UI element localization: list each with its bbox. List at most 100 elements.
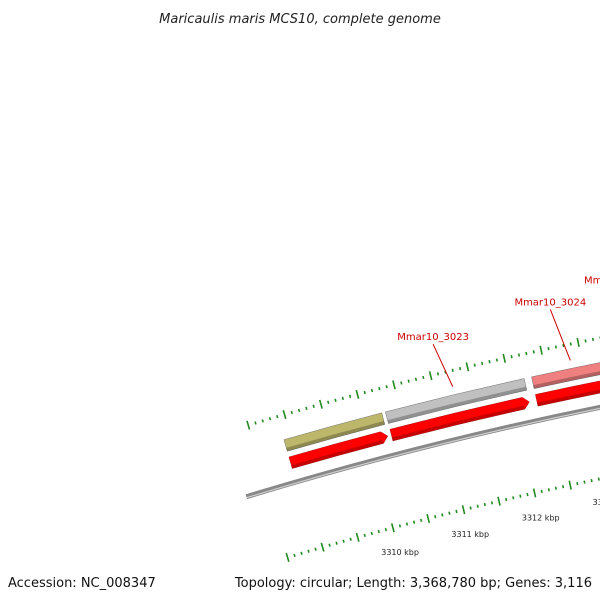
map-title: Maricaulis maris MCS10, complete genome (159, 12, 441, 27)
tick-inner (385, 385, 388, 389)
tick-outer (455, 509, 458, 514)
tick-inner (400, 381, 403, 385)
tick-inner (276, 414, 279, 419)
tick-outer (469, 506, 472, 510)
gene-arrow-forward (288, 431, 389, 469)
tick-outer (419, 518, 423, 523)
tick-label-3310: 3310 kbp (381, 548, 419, 557)
tick-outer (597, 477, 600, 481)
tick-inner (465, 362, 470, 372)
tick-outer (434, 515, 437, 519)
tick-inner (554, 345, 558, 349)
accession-text: Accession: NC_008347 (8, 576, 156, 591)
tick-outer (377, 529, 380, 534)
tick-outer (390, 523, 395, 533)
tick-inner (436, 372, 440, 376)
genome-summary-text: Topology: circular; Length: 3,368,780 bp… (234, 576, 592, 591)
tick-outer (307, 549, 310, 553)
tick-inner (451, 368, 454, 372)
gene-class-shade (533, 371, 600, 389)
tick-inner (268, 417, 272, 421)
tick-outer (512, 496, 515, 500)
tick-inner (363, 390, 366, 395)
tick-outer (384, 527, 388, 532)
tick-outer (300, 551, 303, 555)
tick-inner (539, 345, 543, 355)
gene-class-block (283, 412, 386, 452)
tick-outer (583, 480, 586, 484)
tick-outer (285, 552, 290, 562)
tick-inner (458, 366, 462, 371)
gene-class-block (531, 362, 600, 389)
gene-class-block (385, 378, 528, 424)
tick-inner (547, 346, 550, 351)
tick-outer (561, 485, 565, 489)
tick-outer (554, 486, 558, 490)
tick-inner (584, 339, 587, 343)
tick-outer (490, 501, 494, 505)
tick-outer (370, 531, 373, 536)
tick-outer (441, 513, 444, 517)
tick-outer (412, 520, 416, 524)
tick-outer (519, 494, 522, 498)
tick-outer (349, 537, 352, 541)
tick-inner (569, 342, 572, 346)
gene-label-leader (432, 343, 454, 387)
tick-inner (254, 421, 257, 425)
gene-label-leader (549, 309, 571, 361)
tick-inner (370, 388, 374, 393)
tick-label-3313: 3313 kbp (593, 498, 600, 507)
tick-inner (392, 380, 396, 390)
tick-outer (576, 481, 579, 486)
tick-inner (562, 343, 565, 348)
tick-outer (405, 522, 409, 526)
tick-inner (327, 400, 330, 404)
tick-outer (426, 514, 431, 524)
tick-outer (398, 524, 402, 528)
tick-inner (481, 361, 484, 366)
tick-inner (341, 396, 344, 400)
gene-class-shade (286, 421, 385, 452)
tick-inner (576, 337, 580, 348)
tick-inner (305, 406, 308, 411)
tick-label-3312: 3312 kbp (522, 513, 560, 522)
genome-backbone (245, 404, 600, 500)
tick-inner (517, 353, 521, 357)
tick-inner (591, 337, 595, 342)
gene-label: Mmar10_3025 (584, 275, 600, 286)
tick-outer (547, 488, 550, 492)
tick-inner (473, 363, 476, 367)
tick-label-3311: 3311 kbp (451, 530, 489, 539)
tick-inner (312, 404, 315, 408)
gene-label: Mmar10_3023 (397, 332, 469, 343)
tick-outer (320, 542, 325, 552)
tick-outer (540, 489, 543, 494)
tick-inner (378, 386, 381, 391)
tick-outer (355, 532, 360, 542)
gene-labels: Mmar10_3023Mmar10_3024Mmar10_3025Mmar10_… (397, 275, 600, 387)
gene-label: Mmar10_3024 (514, 297, 586, 308)
gene-features (283, 362, 600, 469)
tick-outer (461, 505, 466, 515)
tick-inner (348, 394, 352, 399)
tick-outer (293, 553, 296, 558)
gene-arrow-shade (537, 389, 600, 407)
tick-outer (483, 502, 486, 507)
tick-inner (261, 419, 264, 423)
tick-inner (290, 410, 293, 415)
gene-arrow-forward (389, 397, 530, 442)
tick-outer (342, 539, 345, 543)
tick-inner (297, 408, 301, 413)
tick-outer (314, 547, 317, 551)
tick-outer (363, 533, 366, 538)
gene-arrow-shade (392, 405, 525, 441)
tick-outer (328, 543, 331, 547)
tick-outer (568, 480, 572, 490)
tick-inner (488, 360, 491, 364)
tick-inner (355, 389, 360, 399)
tick-outer (497, 496, 501, 506)
tick-outer (590, 478, 593, 483)
tick-outer (476, 504, 479, 508)
gene-arrow-forward (535, 380, 600, 407)
